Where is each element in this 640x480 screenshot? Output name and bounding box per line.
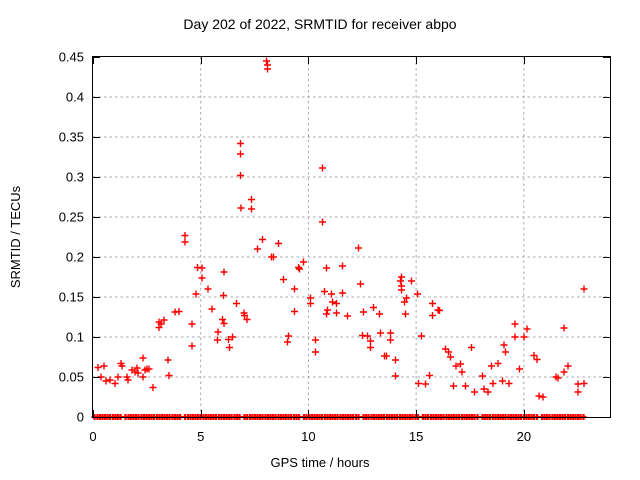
chart-title: Day 202 of 2022, SRMTID for receiver abp… [183,16,456,32]
plot-border [92,56,611,418]
x-tick-label: 15 [409,429,423,444]
data-layer [91,57,588,420]
y-tick-label: 0.4 [66,90,84,105]
x-tick-label: 20 [517,429,531,444]
y-tick-label: 0.45 [59,50,84,65]
y-tick-label: 0.1 [66,330,84,345]
y-tick-label: 0.05 [59,370,84,385]
axis-layer: 0 5 10 15 20 0 0.05 0.1 0.15 0.2 0.25 0.3 0.35 0.4 0.4… [59,50,611,444]
x-tick-label: 5 [197,429,204,444]
y-tick-label: 0.2 [66,250,84,265]
x-tick-label: 10 [301,429,315,444]
x-axis-label: GPS time / hours [271,455,370,470]
y-tick-label: 0 [77,410,84,425]
y-axis-label: SRMTID / TECUs [8,185,23,288]
y-tick-label: 0.3 [66,170,84,185]
y-tick-label: 0.15 [59,290,84,305]
x-tick-label: 0 [89,429,96,444]
y-tick-label: 0.35 [59,130,84,145]
data-points-series [94,57,588,401]
y-tick-label: 0.25 [59,210,84,225]
grid-layer [93,57,610,417]
